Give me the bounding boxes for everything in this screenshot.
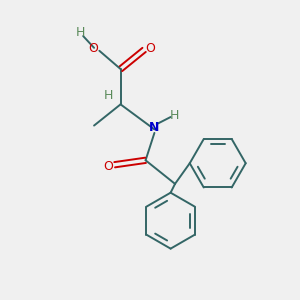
Text: H: H (103, 89, 113, 102)
Text: N: N (149, 122, 160, 134)
Text: O: O (146, 42, 155, 55)
Text: H: H (169, 109, 179, 122)
Text: O: O (103, 160, 113, 173)
Text: H: H (76, 26, 85, 39)
Text: O: O (88, 42, 98, 55)
